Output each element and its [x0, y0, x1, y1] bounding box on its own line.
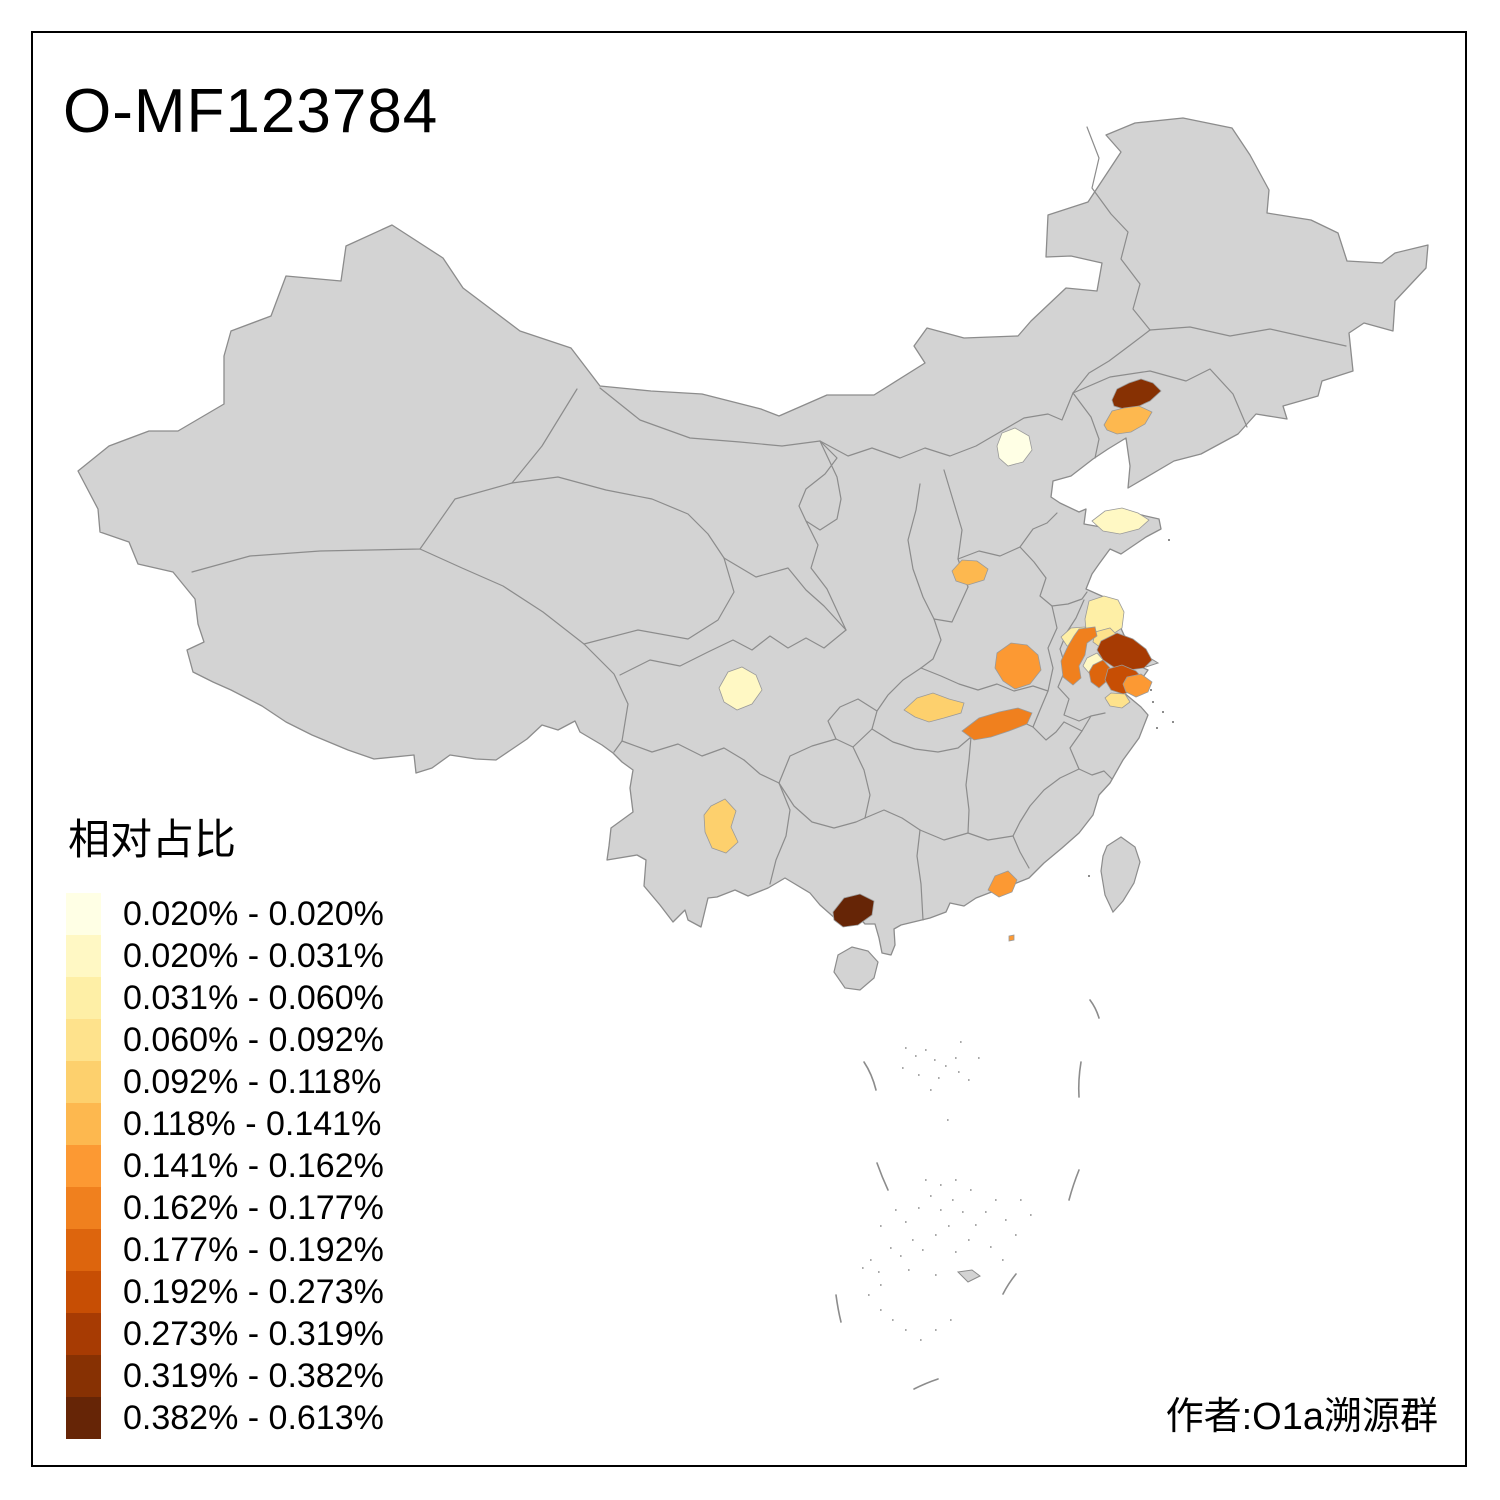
- region-beijing: [996, 427, 1033, 467]
- legend-row-5: 0.092% - 0.118%: [66, 1061, 384, 1103]
- legend-label-9: 0.177% - 0.192%: [123, 1230, 384, 1269]
- legend-swatch-8: [66, 1187, 101, 1229]
- legend-label-5: 0.092% - 0.118%: [123, 1062, 382, 1101]
- region-wuhan-belt: [961, 707, 1033, 741]
- legend-swatch-4: [66, 1019, 101, 1061]
- region-zhoukou: [994, 642, 1042, 690]
- legend-row-9: 0.177% - 0.192%: [66, 1229, 384, 1271]
- legend-row-2: 0.020% - 0.031%: [66, 935, 384, 977]
- legend-label-8: 0.162% - 0.177%: [123, 1188, 384, 1227]
- legend-label-13: 0.382% - 0.613%: [123, 1398, 384, 1437]
- region-chengdu: [718, 666, 763, 711]
- attribution: 作者:O1a溯源群: [1165, 1396, 1438, 1438]
- region-xiangyang: [903, 692, 965, 723]
- legend-label-4: 0.060% - 0.092%: [123, 1020, 384, 1059]
- legend-row-1: 0.020% - 0.020%: [66, 893, 384, 935]
- taiwan-island: [1100, 836, 1141, 914]
- region-kunming: [703, 798, 739, 854]
- region-huaian: [1060, 626, 1098, 686]
- legend-row-11: 0.273% - 0.319%: [66, 1313, 384, 1355]
- legend-label-6: 0.118% - 0.141%: [123, 1104, 382, 1143]
- legend-label-2: 0.020% - 0.031%: [123, 936, 384, 975]
- legend-row-4: 0.060% - 0.092%: [66, 1019, 384, 1061]
- islands: [833, 539, 1174, 1341]
- legend-label-1: 0.020% - 0.020%: [123, 894, 384, 933]
- region-north-henan: [951, 559, 989, 586]
- region-yancheng: [1096, 632, 1153, 671]
- legend-row-7: 0.141% - 0.162%: [66, 1145, 384, 1187]
- legend-swatch-11: [66, 1313, 101, 1355]
- legend-label-3: 0.031% - 0.060%: [123, 978, 384, 1017]
- legend-row-8: 0.162% - 0.177%: [66, 1187, 384, 1229]
- paracel-islets: [902, 1041, 980, 1121]
- legend-swatch-7: [66, 1145, 101, 1187]
- region-yantai: [1091, 507, 1150, 535]
- legend-row-10: 0.192% - 0.273%: [66, 1271, 384, 1313]
- highlighted-regions: [703, 378, 1162, 942]
- nine-dash-line: [835, 999, 1100, 1390]
- hainan-island: [833, 946, 879, 991]
- legend-swatch-10: [66, 1271, 101, 1313]
- legend-label-7: 0.141% - 0.162%: [123, 1146, 384, 1185]
- legend-swatch-6: [66, 1103, 101, 1145]
- region-liaoning-north: [1111, 378, 1162, 410]
- legend-label-12: 0.319% - 0.382%: [123, 1356, 384, 1395]
- legend-swatch-5: [66, 1061, 101, 1103]
- legend-title: 相对占比: [68, 816, 237, 863]
- region-liaoning-central: [1103, 405, 1153, 435]
- region-nanning: [832, 893, 875, 928]
- legend-row-13: 0.382% - 0.613%: [66, 1397, 384, 1439]
- coastal-islets: [1088, 539, 1174, 877]
- legend: 相对占比 0.020% - 0.020% 0.020% - 0.031% 0.031…: [66, 806, 384, 1439]
- spratly-islets: [862, 1179, 1032, 1341]
- province-borders: [191, 126, 1347, 921]
- region-yangzhou: [1088, 659, 1111, 689]
- legend-swatch-13: [66, 1397, 101, 1439]
- region-south-jiangsu: [1104, 692, 1131, 709]
- region-nantong: [1122, 673, 1153, 698]
- legend-swatch-12: [66, 1355, 101, 1397]
- legend-row-3: 0.031% - 0.060%: [66, 977, 384, 1019]
- legend-swatch-2: [66, 935, 101, 977]
- legend-swatch-3: [66, 977, 101, 1019]
- legend-swatch-9: [66, 1229, 101, 1271]
- legend-label-11: 0.273% - 0.319%: [123, 1314, 384, 1353]
- legend-label-10: 0.192% - 0.273%: [123, 1272, 384, 1311]
- legend-row-6: 0.118% - 0.141%: [66, 1103, 384, 1145]
- scs-island: [956, 1269, 981, 1283]
- legend-row-12: 0.319% - 0.382%: [66, 1355, 384, 1397]
- region-nanao-islet: [1008, 934, 1015, 942]
- legend-rows: 0.020% - 0.020% 0.020% - 0.031% 0.031% - 0…: [66, 893, 384, 1439]
- region-jieyang: [987, 870, 1018, 898]
- page-title: O-MF123784: [63, 77, 439, 146]
- legend-swatch-1: [66, 893, 101, 935]
